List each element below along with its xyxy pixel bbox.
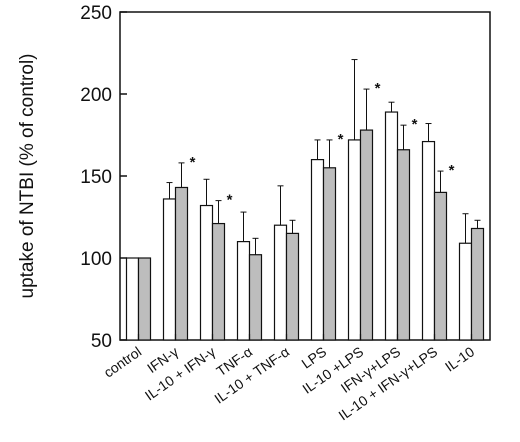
significance-marker: * — [412, 116, 418, 133]
bar — [248, 254, 263, 341]
bar — [174, 186, 189, 341]
significance-marker: * — [227, 192, 233, 209]
significance-markers: * * * * * * — [190, 80, 455, 209]
bar — [211, 222, 226, 341]
category-label: IL-10 — [442, 343, 477, 375]
bar — [236, 241, 251, 341]
bar — [125, 257, 140, 341]
bar — [396, 149, 411, 341]
y-tick-label: 250 — [80, 3, 112, 24]
y-tick-label: 200 — [80, 85, 112, 106]
y-tick-label: 100 — [80, 249, 112, 270]
bar — [310, 159, 325, 341]
bar — [359, 129, 374, 341]
bar — [137, 257, 152, 341]
significance-marker: * — [375, 80, 381, 97]
significance-marker: * — [338, 131, 344, 148]
bar — [347, 139, 362, 341]
y-axis: 50 100 150 200 250 — [80, 3, 491, 352]
bar — [273, 224, 288, 341]
bar — [162, 198, 177, 341]
y-tick-label: 150 — [80, 167, 112, 188]
bar — [285, 232, 300, 341]
bar-series — [125, 111, 485, 341]
bar — [322, 167, 337, 341]
y-tick-label: 50 — [91, 331, 112, 352]
bar — [470, 227, 485, 341]
significance-marker: * — [449, 162, 455, 179]
bar — [384, 111, 399, 341]
error-bars — [166, 59, 481, 255]
bar — [458, 242, 473, 341]
bar — [421, 140, 436, 341]
bar — [433, 191, 448, 341]
y-axis-label: uptake of NTBI (% of control) — [17, 54, 38, 299]
bar — [199, 204, 214, 341]
significance-marker: * — [190, 154, 196, 171]
